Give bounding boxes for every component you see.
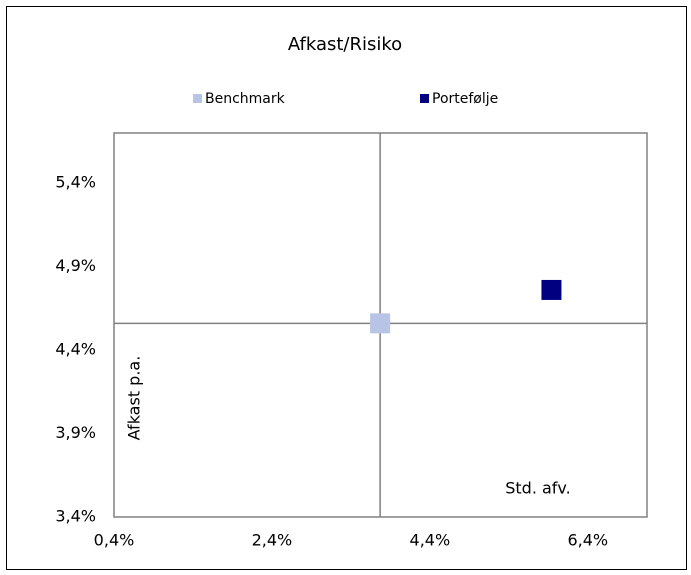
legend-label: Portefølje [432, 91, 498, 107]
legend-swatch [193, 94, 202, 103]
y-tick-label: 3,9% [55, 423, 96, 442]
y-tick-label: 4,9% [55, 256, 96, 275]
x-tick-label: 4,4% [410, 531, 451, 550]
legend-label: Benchmark [205, 91, 286, 107]
y-tick-label: 4,4% [55, 340, 96, 359]
scatter-point [541, 279, 562, 300]
legend-swatch [420, 94, 429, 103]
y-tick-label: 5,4% [55, 173, 96, 192]
x-tick-label: 0,4% [94, 531, 135, 550]
chart-title: Afkast/Risiko [288, 34, 402, 55]
y-tick-label: 3,4% [55, 507, 96, 526]
x-axis-label: Std. afv. [505, 479, 571, 498]
x-tick-label: 6,4% [567, 531, 608, 550]
y-axis-label: Afkast p.a. [125, 356, 144, 441]
x-tick-label: 2,4% [252, 531, 293, 550]
scatter-point [370, 313, 391, 334]
chart-border [6, 6, 687, 570]
